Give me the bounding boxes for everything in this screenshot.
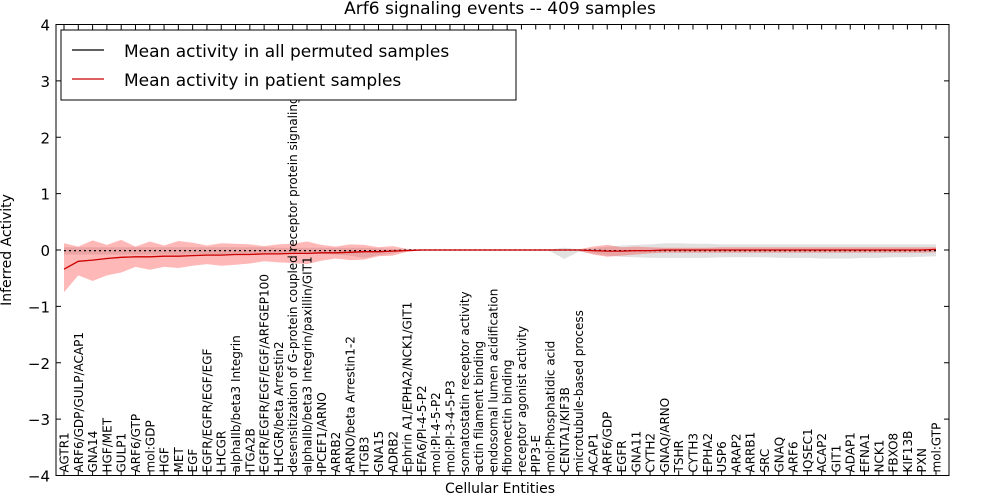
- x-tick-label: ARF6: [787, 441, 801, 472]
- x-tick-label: actin filament binding: [472, 341, 486, 473]
- x-tick-label: CYTH3: [687, 433, 701, 473]
- x-tick-label: EGFR: [615, 440, 629, 472]
- y-tick-label: 0: [40, 242, 50, 260]
- x-tick-label: AGTR1: [58, 432, 72, 472]
- x-tick-label: EPHA2: [701, 433, 715, 473]
- y-axis-label: Inferred Activity: [0, 194, 15, 306]
- y-tick-label: 2: [40, 129, 50, 147]
- chart-title: Arf6 signaling events -- 409 samples: [344, 0, 656, 19]
- x-tick-labels: AGTR1 ARF6/GDP/GULP/ACAP1 GNA14 HGF/MET GULP…: [58, 41, 944, 473]
- x-tick-label: mol:GTP: [930, 423, 944, 473]
- x-tick-label: EGFR/EGFR/EGF/EGF/ARFGEP100: [258, 274, 272, 472]
- x-tick-label: USP6: [715, 441, 729, 472]
- x-tick-label: LHCGR/beta Arrestin2: [272, 341, 286, 472]
- x-tick-label: GNAQ: [772, 437, 786, 473]
- x-tick-label: mol:PI-4-5-P2: [429, 392, 443, 472]
- x-tick-label: Ephrin A1/EPHA2/NCK1/GIT1: [401, 302, 415, 473]
- x-tick-label: ARAP2: [729, 433, 743, 472]
- x-tick-label: SRC: [758, 449, 772, 473]
- x-tick-label: GNA14: [86, 431, 100, 473]
- x-tick-label: mol:GDP: [143, 420, 157, 472]
- legend: Mean activity in all permuted samples Me…: [60, 29, 517, 101]
- x-tick-label: ITGB3: [358, 436, 372, 472]
- band-series-0: [64, 243, 936, 259]
- x-tick-label: EGF: [186, 449, 200, 473]
- x-tick-label: endosomal lumen acidification: [486, 289, 500, 473]
- x-tick-label: CYTH2: [644, 433, 658, 473]
- plot-frame: [55, 24, 950, 476]
- x-tick-label: ARRB2: [329, 432, 343, 473]
- x-tick-label: PXN: [915, 448, 929, 472]
- confidence-bands: [64, 239, 936, 293]
- x-axis-label: Cellular Entities: [445, 481, 555, 497]
- legend-box: [60, 29, 517, 101]
- x-tick-label: FBXO8: [887, 433, 901, 473]
- x-tick-label: CENTA1/KIF3B: [558, 387, 572, 472]
- x-tick-label: ADAP1: [844, 432, 858, 472]
- x-tick-label: mol:PI-3-4-5-P3: [444, 380, 458, 472]
- x-tick-label: NCK1: [872, 440, 886, 473]
- x-tick-label: receptor agonist activity: [515, 326, 529, 473]
- x-tick-label: EGFR/EGFR/EGF/EGF: [201, 348, 215, 472]
- x-tick-label: GIT1: [829, 445, 843, 473]
- x-tick-label: EFNA1: [858, 433, 872, 472]
- y-tick-label: −2: [28, 355, 50, 373]
- x-tick-label: somatostatin receptor activity: [458, 291, 472, 472]
- x-tick-label: desensitization of G-protein coupled rec…: [286, 41, 300, 472]
- y-tick-label: 1: [40, 186, 50, 204]
- y-tick-label: −1: [28, 298, 50, 316]
- x-tick-label: GNA15: [372, 431, 386, 473]
- x-tick-label: HGF: [158, 447, 172, 472]
- x-tick-label: IQSEC1: [801, 428, 815, 472]
- y-tick-label: −3: [28, 411, 50, 429]
- x-tick-label: HGF/MET: [100, 417, 114, 472]
- x-tick-label: fibronectin binding: [501, 360, 515, 473]
- line-series-1: [63, 248, 937, 270]
- x-tick-label: PIP3-E: [529, 435, 543, 473]
- x-tick-label: TSHR: [672, 440, 686, 473]
- y-axis-ticks: −4 −3 −2 −1 0 1 2 3 4: [28, 17, 949, 486]
- x-tick-label: alphaIIb/beta3 Integrin/paxillin/GIT1: [301, 256, 315, 472]
- x-tick-label: ARF6/GTP: [129, 414, 143, 473]
- x-tick-label: MET: [172, 447, 186, 473]
- x-tick-label: ARF6/GDP/GULP/ACAP1: [72, 332, 86, 472]
- y-tick-label: 4: [40, 17, 50, 35]
- legend-label-permuted: Mean activity in all permuted samples: [124, 42, 449, 62]
- x-tick-label: ITGA2B: [243, 428, 257, 472]
- x-tick-label: microtubule-based process: [572, 310, 586, 472]
- x-tick-label: ARF6/GDP: [601, 412, 615, 473]
- x-tick-label: alphaIIb/beta3 Integrin: [229, 335, 243, 472]
- x-tick-label: GNA11: [629, 431, 643, 473]
- x-tick-label: GULP1: [115, 433, 129, 473]
- x-tick-label: LHCGR: [215, 431, 229, 473]
- x-tick-label: KIF13B: [901, 431, 915, 473]
- x-tick-label: IPCEF1/ARNO: [315, 392, 329, 472]
- x-tick-label: ACAP1: [586, 433, 600, 472]
- x-tick-label: ARRB1: [744, 432, 758, 473]
- x-tick-label: ARNO/beta Arrestin1-2: [343, 336, 357, 472]
- x-tick-label: GNAQ/ARNO: [658, 398, 672, 473]
- series-lines: [63, 248, 937, 270]
- x-tick-label: EFA6/PI-4-5-P2: [415, 385, 429, 472]
- band-series-1: [64, 239, 936, 293]
- x-tick-label: mol:Phosphatidic acid: [544, 341, 558, 473]
- x-axis-ticks: [63, 24, 937, 476]
- legend-label-patient: Mean activity in patient samples: [124, 71, 401, 91]
- x-tick-label: ADRB2: [386, 431, 400, 473]
- y-tick-label: 3: [40, 73, 50, 91]
- y-tick-label: −4: [28, 468, 50, 486]
- x-tick-label: ACAP2: [815, 433, 829, 472]
